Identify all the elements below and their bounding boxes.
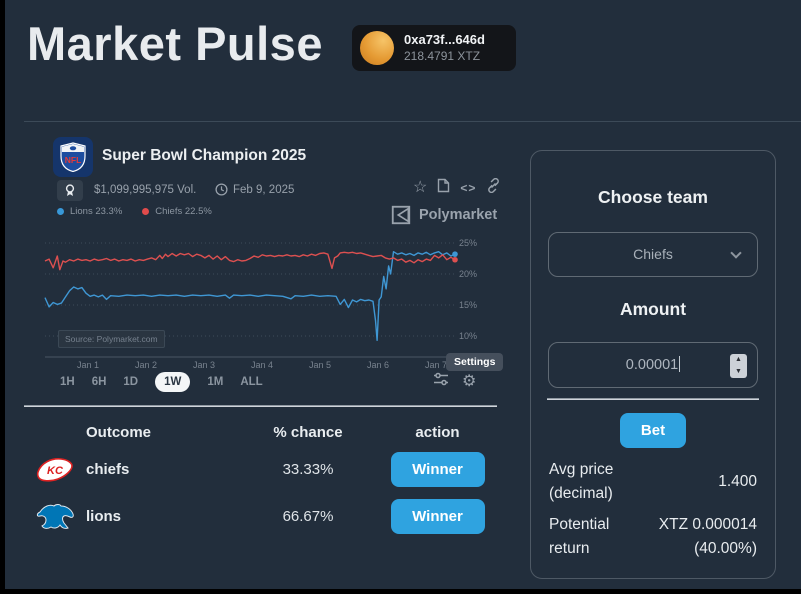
chevron-down-icon: [730, 247, 742, 259]
svg-text:15%: 15%: [459, 300, 477, 310]
outcomes-table: Outcome % chance action KC chiefs 33.33%…: [24, 418, 497, 540]
app-root: Market Pulse 0xa73f...646d 218.4791 XTZ …: [5, 0, 801, 589]
svg-text:Jan 1: Jan 1: [77, 360, 99, 370]
avg-price-row: Avg price (decimal) 1.400: [549, 458, 757, 506]
chart-source-note: Source: Polymarket.com: [58, 330, 165, 348]
range-all[interactable]: ALL: [240, 376, 263, 388]
time-range-selector: 1H 6H 1D 1W 1M ALL: [60, 372, 263, 392]
svg-text:Jan 5: Jan 5: [309, 360, 331, 370]
col-header-chance: % chance: [273, 423, 343, 441]
sliders-icon[interactable]: [433, 372, 449, 391]
wallet-chip[interactable]: 0xa73f...646d 218.4791 XTZ: [352, 25, 516, 71]
svg-text:20%: 20%: [459, 269, 477, 279]
number-spinner[interactable]: ▲ ▼: [730, 354, 747, 378]
amount-input[interactable]: 0.00001 ▲ ▼: [548, 342, 758, 388]
potential-return-row: Potential return XTZ 0.000014 (40.00%): [549, 513, 757, 561]
chiefs-legend-dot: [142, 208, 150, 215]
svg-text:Jan 7: Jan 7: [425, 360, 447, 370]
choose-team-heading: Choose team: [598, 187, 708, 207]
market-date: Feb 9, 2025: [233, 184, 295, 196]
svg-text:KC: KC: [47, 465, 64, 477]
trophy-icon: [57, 180, 83, 201]
svg-text:Jan 2: Jan 2: [135, 360, 157, 370]
amount-value: 0.00001: [625, 357, 679, 373]
avg-price-value: 1.400: [718, 473, 757, 490]
wallet-balance: 218.4791 XTZ: [404, 48, 481, 63]
clock-icon: [215, 183, 228, 196]
lions-legend-label: Lions 23.3%: [70, 206, 123, 217]
svg-text:Jan 3: Jan 3: [193, 360, 215, 370]
text-caret: [679, 356, 681, 372]
market-volume: $1,099,995,975 Vol.: [94, 184, 197, 196]
amount-heading: Amount: [619, 299, 687, 319]
winner-button-chiefs[interactable]: Winner: [390, 452, 485, 487]
lions-logo: [24, 502, 86, 532]
outcome-chance: 66.67%: [282, 508, 334, 525]
code-icon[interactable]: <>: [460, 181, 477, 195]
chiefs-legend-label: Chiefs 22.5%: [155, 206, 212, 217]
svg-text:NFL: NFL: [65, 155, 82, 165]
table-divider: [24, 405, 497, 407]
link-icon[interactable]: [486, 177, 501, 198]
page-title: Market Pulse: [27, 17, 323, 70]
polymarket-brand-label: Polymarket: [419, 207, 498, 223]
outcome-name: lions: [86, 508, 122, 525]
outcome-name: chiefs: [86, 461, 130, 478]
range-6h[interactable]: 6H: [91, 376, 107, 388]
bet-button[interactable]: Bet: [620, 413, 686, 448]
table-row-lions: lions 66.67% Winner: [24, 493, 497, 540]
bet-stats: Avg price (decimal) 1.400 Potential retu…: [549, 458, 757, 561]
polymarket-logo-icon: [391, 205, 411, 225]
chart-legend: Lions 23.3% Chiefs 22.5%: [57, 206, 212, 217]
settings-tooltip: Settings: [446, 353, 504, 371]
col-header-outcome: Outcome: [86, 423, 152, 441]
price-chart: 25% 20% 15% 10% Jan 1 Jan 2 Jan 3 Jan 4 Jan 5 Jan…: [44, 238, 477, 370]
svg-text:25%: 25%: [459, 238, 477, 248]
svg-text:10%: 10%: [459, 331, 477, 341]
range-1w[interactable]: 1W: [155, 372, 191, 392]
market-title: Super Bowl Champion 2025: [102, 147, 307, 164]
header-separator: [24, 121, 801, 122]
svg-text:Jan 6: Jan 6: [367, 360, 389, 370]
team-select-value: Chiefs: [633, 246, 673, 262]
potential-return-value: XTZ 0.000014 (40.00%): [658, 516, 757, 558]
nfl-logo: NFL: [53, 137, 93, 177]
outcome-chance: 33.33%: [282, 461, 334, 478]
col-header-action: action: [415, 423, 460, 441]
bet-panel: Choose team Chiefs Amount 0.00001 ▲ ▼ Bet…: [530, 150, 776, 579]
star-icon[interactable]: ☆: [413, 179, 428, 196]
gear-icon[interactable]: ⚙: [462, 372, 477, 390]
document-icon[interactable]: [437, 178, 450, 198]
avg-price-label: Avg price (decimal): [549, 461, 614, 503]
lions-legend-dot: [57, 208, 64, 215]
range-1d[interactable]: 1D: [123, 376, 139, 388]
svg-text:Jan 4: Jan 4: [251, 360, 273, 370]
polymarket-brand[interactable]: Polymarket: [390, 204, 497, 226]
chiefs-logo: KC: [24, 455, 86, 485]
table-row-chiefs: KC chiefs 33.33% Winner: [24, 446, 497, 493]
wallet-address: 0xa73f...646d: [404, 32, 485, 48]
range-1h[interactable]: 1H: [60, 376, 75, 388]
winner-button-lions[interactable]: Winner: [390, 499, 485, 534]
potential-return-label: Potential return: [549, 516, 610, 558]
team-select[interactable]: Chiefs: [548, 232, 758, 277]
panel-divider: [547, 398, 759, 400]
wallet-avatar: [360, 31, 394, 65]
range-1m[interactable]: 1M: [207, 376, 224, 388]
